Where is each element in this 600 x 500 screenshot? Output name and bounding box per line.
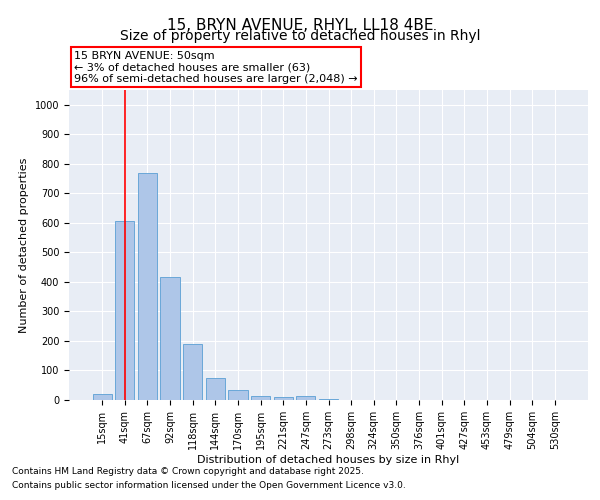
Text: 15, BRYN AVENUE, RHYL, LL18 4BE: 15, BRYN AVENUE, RHYL, LL18 4BE — [167, 18, 433, 32]
Text: Size of property relative to detached houses in Rhyl: Size of property relative to detached ho… — [120, 29, 480, 43]
Text: Contains HM Land Registry data © Crown copyright and database right 2025.: Contains HM Land Registry data © Crown c… — [12, 467, 364, 476]
Bar — [183, 344, 202, 400]
Bar — [206, 378, 225, 400]
X-axis label: Distribution of detached houses by size in Rhyl: Distribution of detached houses by size … — [197, 454, 460, 464]
Bar — [115, 222, 134, 400]
Bar — [274, 397, 293, 400]
Text: 15 BRYN AVENUE: 50sqm
← 3% of detached houses are smaller (63)
96% of semi-detac: 15 BRYN AVENUE: 50sqm ← 3% of detached h… — [74, 50, 358, 84]
Bar — [251, 396, 270, 400]
Y-axis label: Number of detached properties: Number of detached properties — [19, 158, 29, 332]
Bar — [296, 396, 316, 400]
Bar — [160, 278, 180, 400]
Bar — [319, 398, 338, 400]
Bar — [138, 172, 157, 400]
Text: Contains public sector information licensed under the Open Government Licence v3: Contains public sector information licen… — [12, 481, 406, 490]
Bar — [229, 390, 248, 400]
Bar — [92, 394, 112, 400]
